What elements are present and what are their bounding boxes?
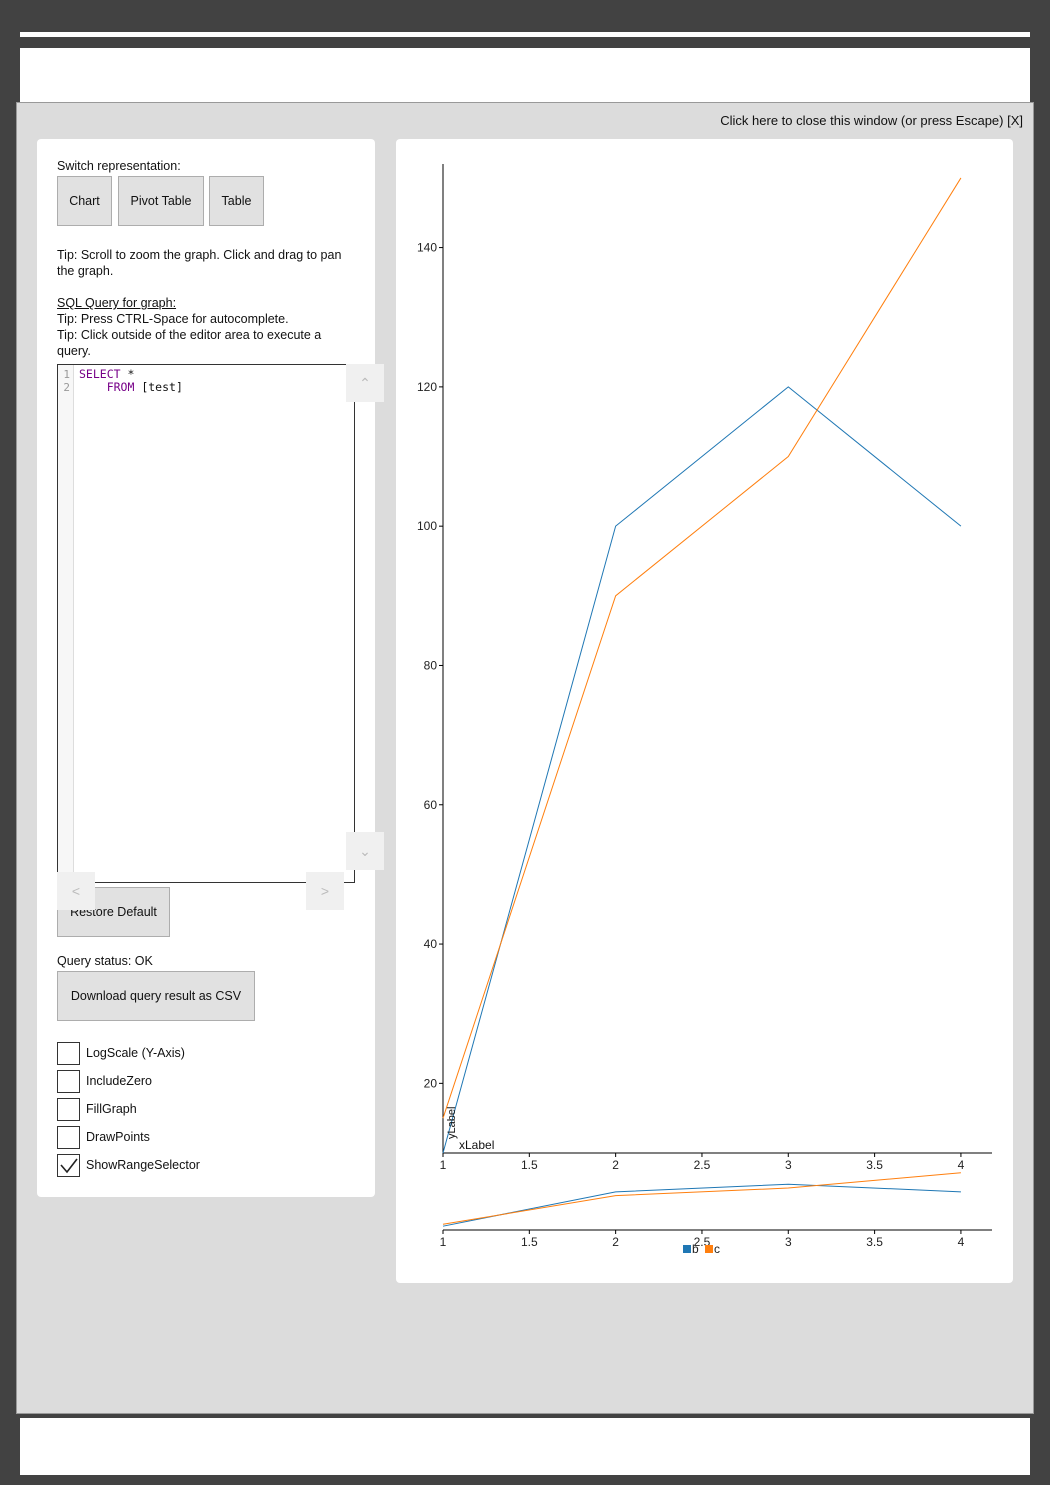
range-x-tick-label: 3.5 bbox=[866, 1235, 883, 1249]
sql-query-heading: SQL Query for graph: bbox=[57, 296, 177, 310]
checkmark-icon bbox=[60, 1158, 78, 1173]
showrangeselector-option[interactable]: ShowRangeSelector bbox=[57, 1152, 200, 1178]
background-page-header bbox=[20, 48, 1030, 103]
logscale-option[interactable]: LogScale (Y-Axis) bbox=[57, 1040, 185, 1066]
legend-label-b: b bbox=[692, 1242, 699, 1256]
line-chart[interactable]: 20 40 60 80 100 120 140 1 1.5 2 2.5 3 3.5 4 xLabelyLab… bbox=[396, 139, 1013, 1283]
series-line-b bbox=[442, 386, 962, 1154]
line-number: 2 bbox=[63, 381, 70, 394]
legend-label-c: c bbox=[714, 1242, 720, 1256]
autocomplete-tip: Tip: Press CTRL-Space for autocomplete. bbox=[57, 312, 289, 326]
x-tick-label: 1.5 bbox=[521, 1158, 538, 1172]
sql-keyword: FROM bbox=[106, 380, 135, 394]
drawpoints-checkbox[interactable] bbox=[57, 1125, 80, 1149]
y-tick-label: 20 bbox=[424, 1076, 438, 1090]
x-tick-label: 4 bbox=[958, 1158, 965, 1172]
y-tick-label: 140 bbox=[417, 241, 437, 255]
sql-keyword: SELECT bbox=[79, 367, 121, 381]
scroll-down-icon[interactable]: ⌄ bbox=[346, 832, 384, 870]
sql-text: [test] bbox=[134, 380, 183, 394]
line-number-gutter: 1 2 bbox=[58, 365, 74, 882]
y-tick-label: 80 bbox=[424, 658, 438, 672]
range-selector-line-b bbox=[442, 1183, 961, 1227]
showrangeselector-label: ShowRangeSelector bbox=[86, 1158, 200, 1172]
download-csv-button[interactable]: Download query result as CSV bbox=[57, 971, 255, 1021]
code-line-2: FROM [test] bbox=[79, 381, 183, 394]
sql-code[interactable]: SELECT * FROM [test] bbox=[79, 368, 183, 394]
range-x-tick-label: 1 bbox=[440, 1235, 447, 1249]
x-axis-label: xLabel bbox=[459, 1138, 494, 1152]
switch-representation-label: Switch representation: bbox=[57, 159, 181, 173]
sql-text: * bbox=[120, 367, 135, 381]
scroll-left-icon[interactable]: < bbox=[57, 872, 95, 910]
x-tick-label: 2 bbox=[612, 1158, 619, 1172]
range-x-tick-label: 3 bbox=[785, 1235, 792, 1249]
scroll-up-icon[interactable]: ⌃ bbox=[346, 364, 384, 402]
logscale-checkbox[interactable] bbox=[57, 1041, 80, 1065]
x-tick-label: 3.5 bbox=[866, 1158, 883, 1172]
range-x-tick-label: 4 bbox=[958, 1235, 965, 1249]
chart-dialog: Click here to close this window (or pres… bbox=[16, 102, 1034, 1414]
drawpoints-label: DrawPoints bbox=[86, 1130, 150, 1144]
y-tick-label: 100 bbox=[417, 519, 437, 533]
series-line-c bbox=[442, 177, 962, 1119]
chart-button[interactable]: Chart bbox=[57, 176, 112, 226]
includezero-option[interactable]: IncludeZero bbox=[57, 1068, 152, 1094]
pivot-table-button[interactable]: Pivot Table bbox=[118, 176, 204, 226]
zoom-tip: Tip: Scroll to zoom the graph. Click and… bbox=[57, 248, 342, 278]
y-tick-label: 40 bbox=[424, 937, 438, 951]
scroll-right-icon[interactable]: > bbox=[306, 872, 344, 910]
close-window-link[interactable]: Click here to close this window (or pres… bbox=[720, 113, 1023, 128]
x-tick-label: 1 bbox=[440, 1158, 447, 1172]
showrangeselector-checkbox[interactable] bbox=[57, 1153, 80, 1177]
logscale-label: LogScale (Y-Axis) bbox=[86, 1046, 185, 1060]
includezero-checkbox[interactable] bbox=[57, 1069, 80, 1093]
includezero-label: IncludeZero bbox=[86, 1074, 153, 1088]
x-tick-label: 3 bbox=[785, 1158, 792, 1172]
legend-swatch-c bbox=[705, 1245, 713, 1253]
code-indent bbox=[79, 380, 107, 394]
range-x-tick-label: 1.5 bbox=[521, 1235, 538, 1249]
drawpoints-option[interactable]: DrawPoints bbox=[57, 1124, 150, 1150]
y-axis-label: yLabel bbox=[446, 1107, 458, 1139]
settings-panel: Switch representation: Chart Pivot Table… bbox=[37, 139, 384, 1197]
line-number: 1 bbox=[63, 368, 70, 381]
fillgraph-checkbox[interactable] bbox=[57, 1097, 80, 1121]
x-tick-label: 2.5 bbox=[694, 1158, 711, 1172]
background-page-footer bbox=[20, 1418, 1030, 1475]
fillgraph-label: FillGraph bbox=[86, 1102, 137, 1116]
table-button[interactable]: Table bbox=[209, 176, 264, 226]
execute-tip: Tip: Click outside of the editor area to… bbox=[57, 328, 322, 358]
range-x-tick-label: 2 bbox=[612, 1235, 619, 1249]
background-strip bbox=[20, 32, 1030, 37]
y-tick-label: 120 bbox=[417, 380, 437, 394]
query-status: Query status: OK bbox=[57, 954, 153, 968]
chart-panel[interactable]: 20 40 60 80 100 120 140 1 1.5 2 2.5 3 3.5 4 xLabel yLab… bbox=[396, 139, 1013, 1283]
fillgraph-option[interactable]: FillGraph bbox=[57, 1096, 137, 1122]
code-line-1: SELECT * bbox=[79, 368, 183, 381]
y-tick-label: 60 bbox=[424, 798, 438, 812]
legend-swatch-b bbox=[683, 1245, 691, 1253]
sql-editor[interactable]: 1 2 SELECT * FROM [test] bbox=[57, 364, 355, 883]
range-selector-line-c bbox=[442, 1172, 961, 1225]
